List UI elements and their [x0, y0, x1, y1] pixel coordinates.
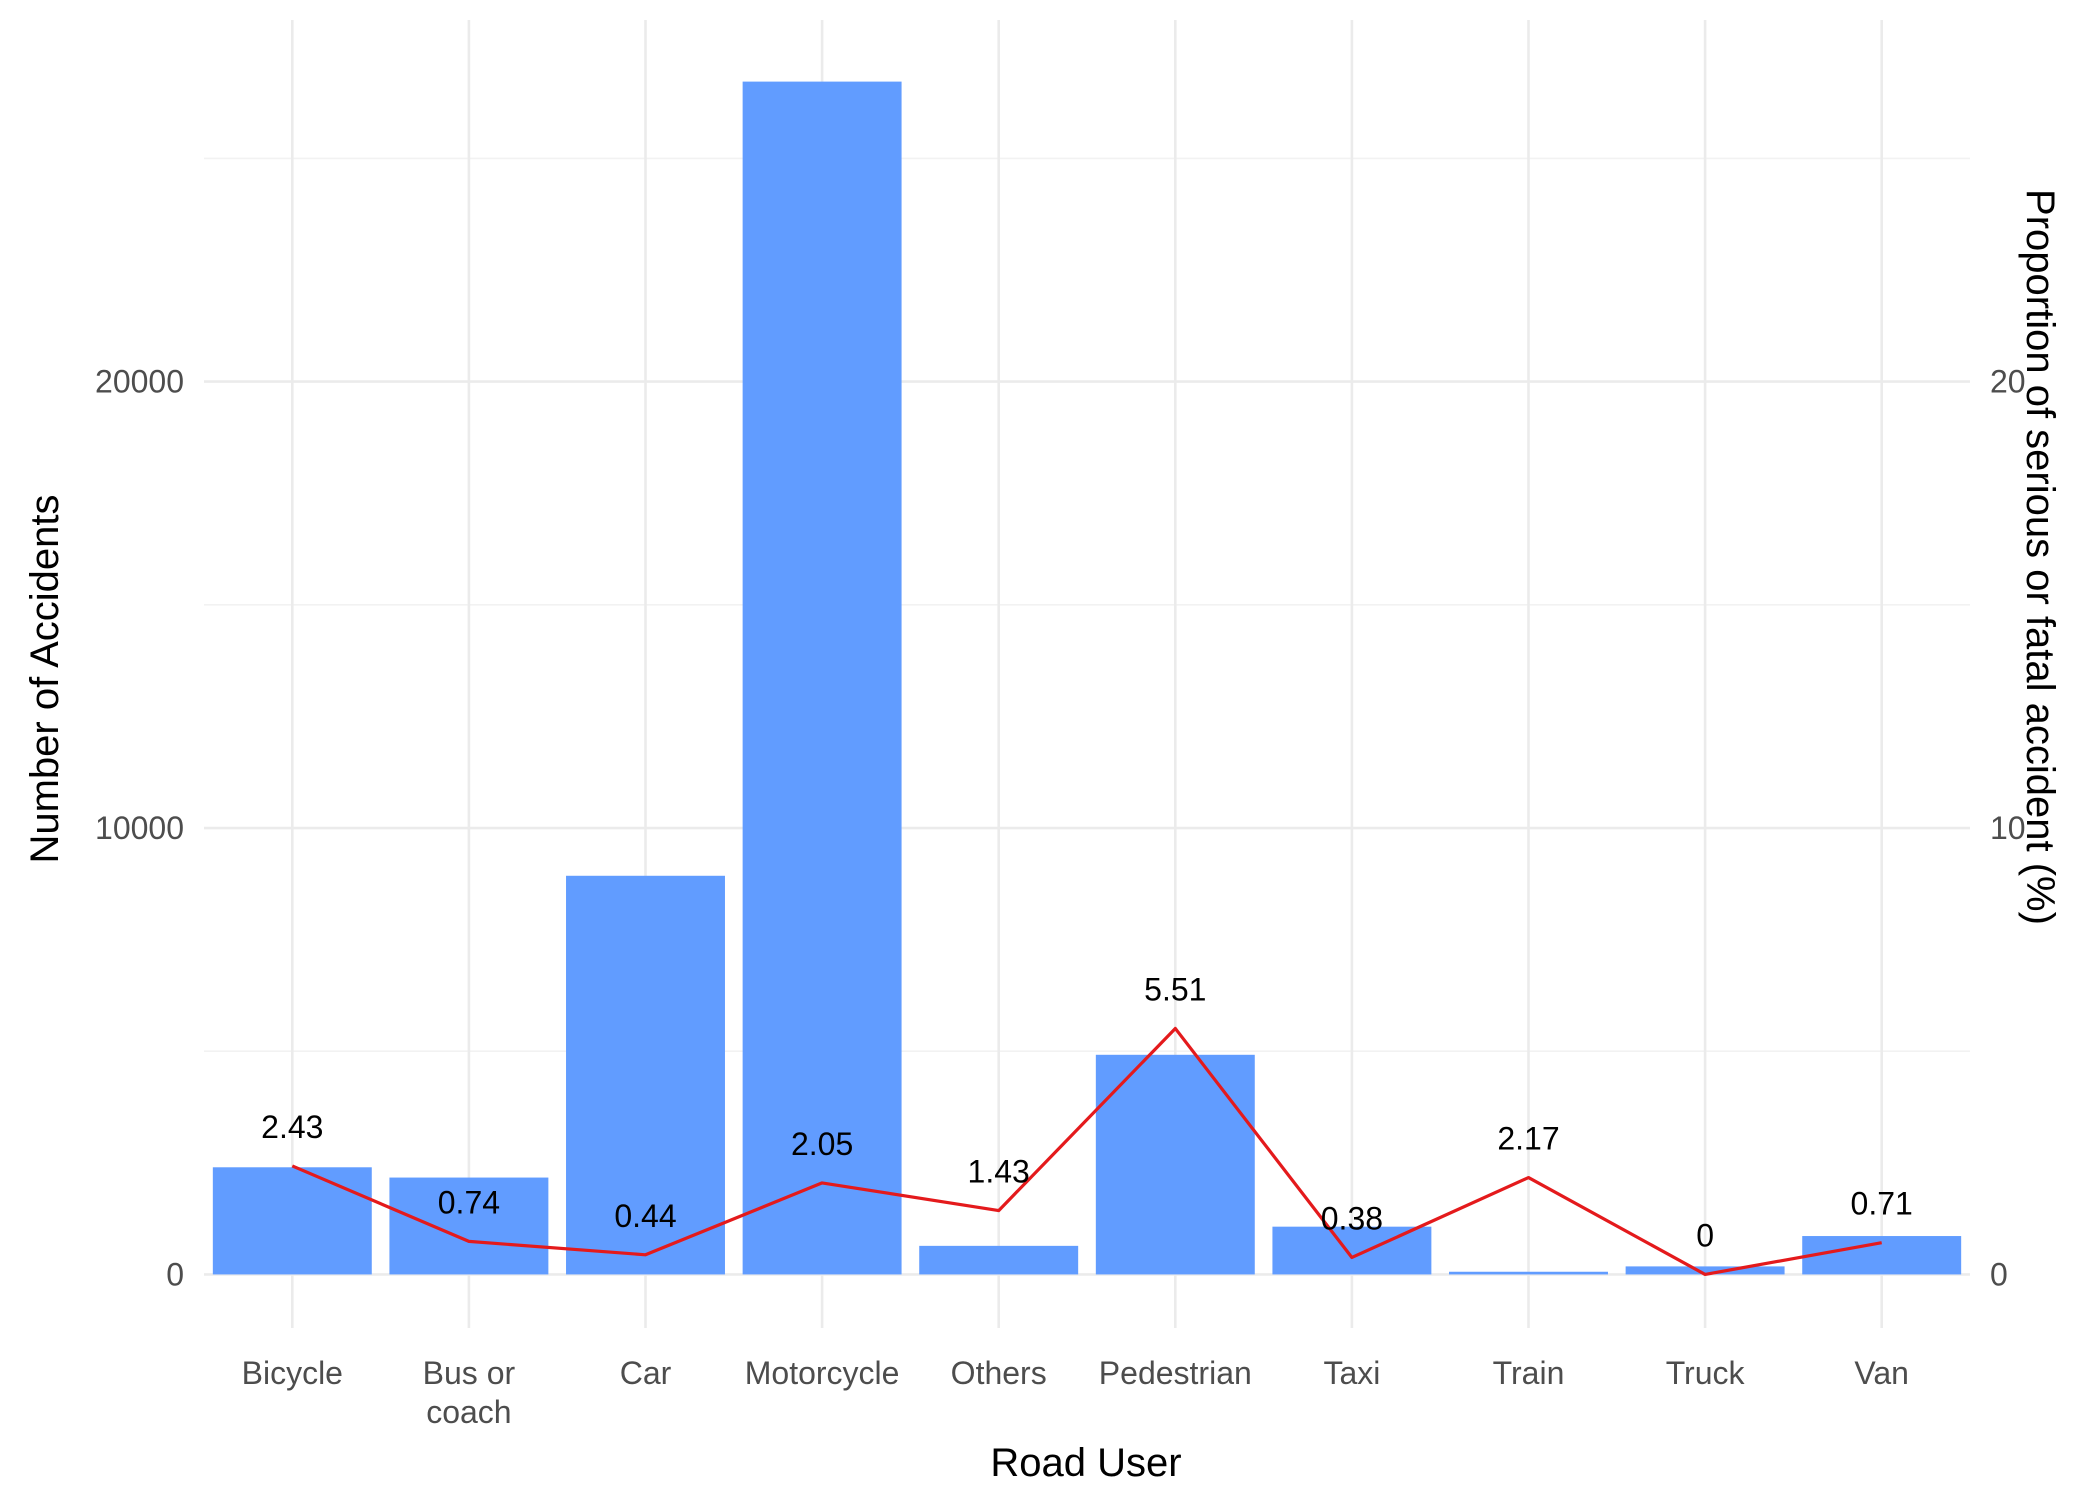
line-data-label: 0: [1696, 1217, 1714, 1253]
y-axis-title: Number of Accidents: [23, 494, 67, 863]
x-tick-label: Taxi: [1323, 1355, 1380, 1391]
line-data-label: 5.51: [1144, 971, 1206, 1007]
bar-truck: [1625, 1266, 1785, 1275]
bar-van: [1802, 1236, 1962, 1275]
grid-lines: [204, 20, 1970, 1328]
line-data-label: 2.43: [261, 1109, 323, 1145]
bars: [212, 81, 1962, 1275]
x-tick-label: Bus or coach: [423, 1355, 516, 1430]
x-tick-label: Car: [620, 1355, 672, 1391]
y2-tick-label: 20: [1990, 364, 2026, 400]
line-data-label: 2.17: [1497, 1121, 1559, 1157]
axes: 0 10000 20000 0 10 20 Bicycle Bus or coach Car Mot…: [95, 364, 2026, 1430]
line-data-label: 0.71: [1851, 1186, 1913, 1222]
bar-car: [566, 875, 725, 1275]
data-labels: 2.43 0.74 0.44 2.05 1.43 5.51 0.38 2.17 0 0.71: [261, 971, 1913, 1253]
secondary-y-axis-title: Proportion of serious or fatal accident …: [2018, 189, 2062, 925]
bar-bus-or-coach: [389, 1177, 549, 1275]
bar-train: [1449, 1271, 1608, 1275]
y2-tick-label: 0: [1990, 1256, 2008, 1292]
x-tick-label: Truck: [1666, 1355, 1746, 1391]
bar-motorcycle: [742, 81, 902, 1275]
x-axis-title: Road User: [990, 1441, 1181, 1485]
bar-bicycle: [212, 1167, 372, 1275]
x-tick-label: Motorcycle: [745, 1355, 900, 1391]
bar-others: [919, 1245, 1079, 1275]
y-tick-label: 0: [166, 1256, 184, 1292]
y-tick-label: 10000: [95, 810, 184, 846]
y-tick-label: 20000: [95, 364, 184, 400]
line-data-label: 2.05: [791, 1126, 853, 1162]
x-tick-label: Van: [1854, 1355, 1909, 1391]
line-data-label: 1.43: [968, 1154, 1030, 1190]
y2-tick-label: 10: [1990, 810, 2026, 846]
x-tick-label: Bicycle: [242, 1355, 343, 1391]
bar-pedestrian: [1095, 1054, 1255, 1275]
line-data-label: 0.38: [1321, 1200, 1383, 1236]
proportion-line-path: [291, 1026, 1882, 1277]
line-data-label: 0.74: [438, 1184, 500, 1220]
x-tick-label: Train: [1493, 1355, 1565, 1391]
proportion-line: [291, 1026, 1882, 1277]
x-tick-label: Others: [951, 1355, 1047, 1391]
x-tick-label: Pedestrian: [1099, 1355, 1252, 1391]
line-data-label: 0.44: [614, 1198, 676, 1234]
